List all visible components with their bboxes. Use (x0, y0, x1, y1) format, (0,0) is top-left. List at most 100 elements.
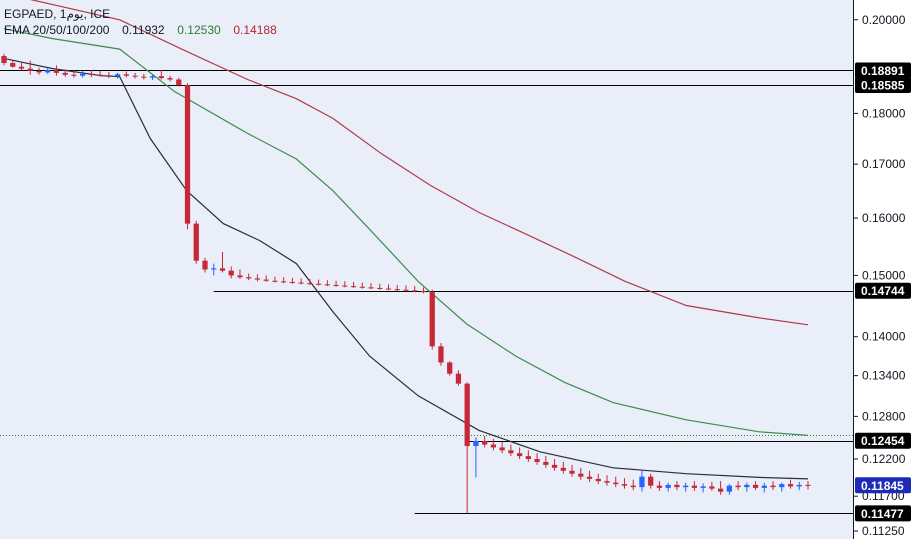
candle (604, 475, 610, 486)
candle-body (149, 76, 156, 78)
candle (246, 273, 252, 281)
candle (298, 278, 304, 285)
ema-label: EMA 20/50/100/200 (4, 23, 110, 37)
candle-body (508, 450, 514, 454)
candle (88, 70, 95, 78)
candle-body (342, 285, 348, 287)
candle-body (543, 461, 549, 465)
candle (263, 275, 269, 282)
candle-body (167, 78, 173, 80)
candle (700, 483, 706, 493)
price-label-text: 0.11477 (861, 507, 904, 521)
candle-body (289, 281, 296, 283)
candle-body (420, 290, 427, 293)
price-label-bg (855, 432, 911, 449)
candle-body (385, 288, 392, 290)
chart-legend: EGPAED, 1يوم, ICE EMA 20/50/100/200 0.11… (4, 6, 277, 38)
price-label-bg (855, 477, 911, 494)
candle-body (158, 76, 164, 79)
candle (630, 479, 636, 491)
candle (464, 382, 470, 514)
candle-body (307, 283, 313, 285)
candle-body (246, 277, 252, 279)
candle (744, 482, 750, 492)
candle (272, 276, 278, 283)
price-label-bg (855, 282, 911, 299)
candle-body (639, 476, 645, 488)
candle-body (796, 484, 802, 487)
candle-body (447, 362, 453, 374)
candle-body (752, 484, 759, 488)
candle-body (717, 488, 724, 492)
price-label-0.14744: 0.14744 (855, 282, 911, 299)
candle (403, 285, 409, 292)
price-label-0.18585: 0.18585 (855, 76, 911, 93)
candle-body (482, 440, 488, 445)
ema50-value: 0.12530 (177, 23, 221, 37)
price-label-text: 0.18585 (861, 78, 905, 92)
candle (106, 71, 112, 79)
candle-body (106, 75, 112, 77)
candle (787, 479, 794, 489)
candle-body (45, 70, 51, 73)
candle (80, 70, 86, 78)
price-label-bg (855, 505, 911, 522)
candle (211, 263, 217, 276)
symbol-title[interactable]: EGPAED, 1يوم, ICE (4, 7, 111, 21)
candle-body (656, 485, 663, 488)
candle (228, 266, 234, 279)
candle-body (744, 484, 750, 488)
price-tick-label: 0.20000 (862, 13, 906, 27)
candle (683, 482, 689, 492)
ema20-value: 0.11932 (122, 23, 165, 37)
candle-body (586, 476, 593, 479)
price-tick-label: 0.12200 (862, 452, 906, 466)
horizontal-levels[interactable] (0, 70, 853, 514)
candle-body (779, 484, 785, 488)
candle (202, 257, 208, 273)
candle-body (62, 72, 68, 75)
candle-body (211, 268, 217, 270)
candle (516, 447, 523, 460)
ema-legend-row[interactable]: EMA 20/50/100/200 0.11932 0.12530 0.1418… (4, 22, 277, 38)
candle-body (359, 286, 365, 288)
candle-body (1, 56, 7, 64)
candle (132, 72, 138, 79)
candle (586, 470, 593, 482)
candle (420, 287, 427, 294)
candle-body (683, 485, 689, 488)
candle (289, 277, 296, 284)
candle-body (202, 260, 208, 270)
candle-body (27, 68, 33, 71)
candle-body (490, 444, 497, 448)
candle (551, 459, 558, 471)
candle-body (525, 456, 531, 460)
candle-body (10, 63, 16, 67)
candle (36, 67, 42, 75)
candle-body (176, 79, 182, 86)
candle-body (97, 74, 103, 76)
candle-body (499, 447, 505, 451)
candle (167, 75, 173, 82)
candle (534, 453, 540, 465)
candle-body (394, 289, 400, 291)
candle (656, 481, 663, 491)
price-label-0.11845: 0.11845 (855, 477, 911, 494)
candle (735, 481, 741, 491)
candle-body (254, 278, 261, 280)
price-tick-label: 0.11250 (862, 524, 905, 538)
candle-body (193, 223, 199, 261)
ema-lines (3, 0, 809, 480)
candle (315, 279, 322, 286)
candle-body (455, 373, 462, 384)
candle (237, 269, 243, 279)
candle-body (613, 482, 619, 485)
candle (595, 473, 601, 485)
candle-body (761, 485, 767, 488)
candle (281, 277, 287, 284)
candle-body (377, 287, 383, 289)
candle (114, 72, 121, 79)
